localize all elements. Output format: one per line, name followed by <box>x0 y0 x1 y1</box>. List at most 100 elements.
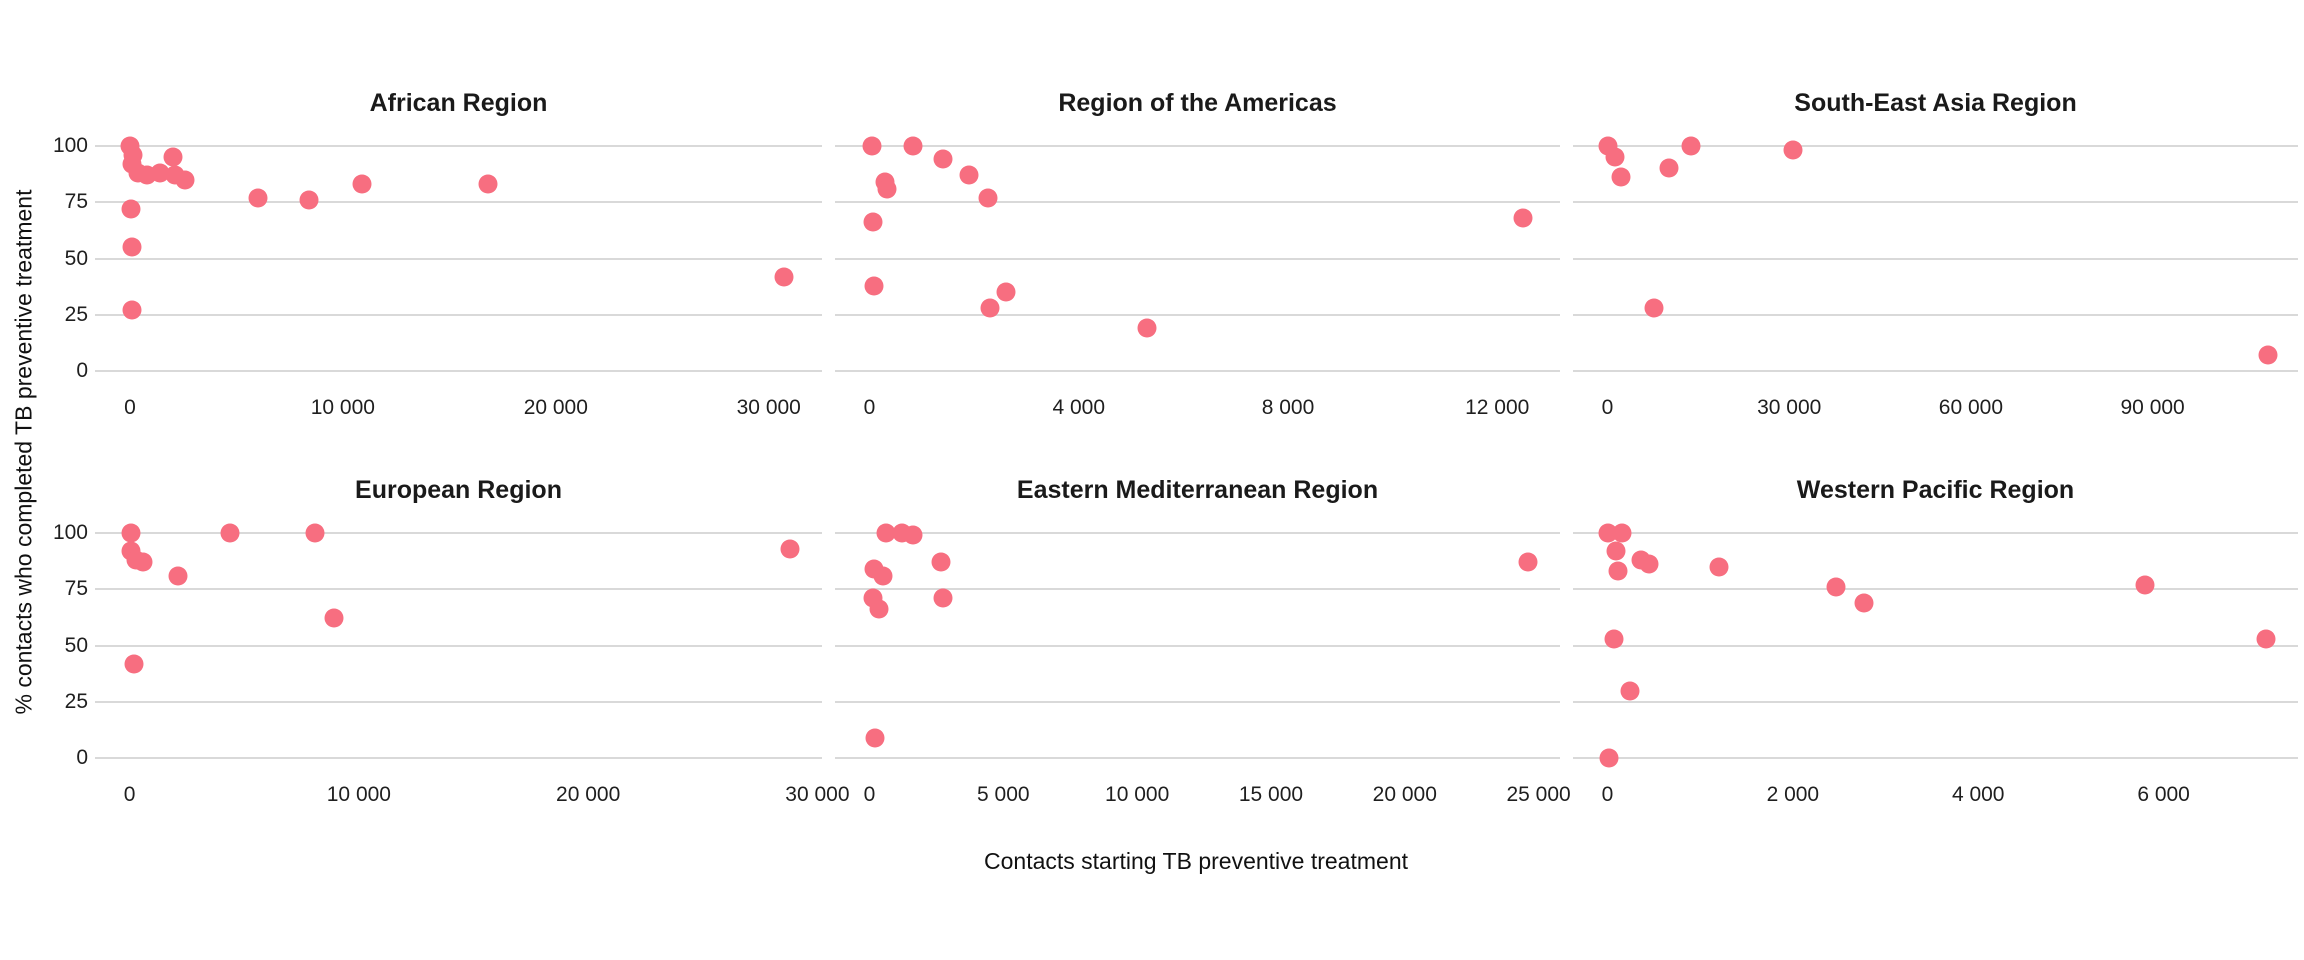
data-point <box>996 282 1016 302</box>
data-point <box>865 728 885 748</box>
data-point <box>931 552 951 572</box>
data-point <box>1608 561 1628 581</box>
data-point <box>1605 147 1625 167</box>
data-point <box>1659 158 1679 178</box>
data-point <box>168 566 188 586</box>
facet-title-european-region: European Region <box>355 476 562 504</box>
facet-panel-region-of-the-americas <box>835 132 1560 385</box>
gridline-y-50 <box>1573 644 2298 647</box>
data-point <box>877 179 897 199</box>
data-point <box>133 552 153 572</box>
gridline-y-0 <box>95 757 822 760</box>
x-tick-label: 0 <box>863 396 876 419</box>
x-tick-label: 10 000 <box>1105 783 1170 806</box>
gridline-y-25 <box>1573 313 2298 316</box>
facet-panel-western-pacific-region <box>1573 519 2298 772</box>
data-point <box>903 136 923 156</box>
gridline-y-0 <box>835 370 1560 373</box>
data-point <box>121 199 141 219</box>
gridline-y-25 <box>835 313 1560 316</box>
facet-title-african-region: African Region <box>369 89 548 117</box>
data-point <box>1783 140 1803 160</box>
y-tick-label: 75 <box>64 577 88 601</box>
gridline-y-50 <box>835 257 1560 260</box>
facet-title-western-pacific-region: Western Pacific Region <box>1796 476 2075 504</box>
y-tick-label: 25 <box>64 689 88 713</box>
gridline-y-50 <box>95 644 822 647</box>
data-point <box>862 136 882 156</box>
gridline-y-100 <box>95 144 822 147</box>
data-point <box>980 298 1000 318</box>
x-tick-label: 20 000 <box>556 783 621 806</box>
data-point <box>2256 629 2276 649</box>
gridline-y-0 <box>95 370 822 373</box>
gridline-y-75 <box>835 201 1560 204</box>
y-tick-label: 0 <box>76 746 88 770</box>
data-point <box>220 523 240 543</box>
x-tick-label: 6 000 <box>2137 783 2190 806</box>
x-tick-label: 2 000 <box>1766 783 1820 806</box>
x-tick-label: 10 000 <box>310 396 375 419</box>
gridline-y-50 <box>95 257 822 260</box>
x-tick-label: 4 000 <box>1951 783 2005 806</box>
gridline-y-100 <box>1573 531 2298 534</box>
data-point <box>1639 554 1659 574</box>
gridline-y-0 <box>835 757 1560 760</box>
data-point <box>352 174 372 194</box>
data-point <box>780 539 800 559</box>
gridline-y-75 <box>1573 588 2298 591</box>
data-point <box>150 163 170 183</box>
facet-title-south-east-asia-region: South-East Asia Region <box>1794 89 2077 117</box>
x-tick-label: 30 000 <box>1757 396 1822 419</box>
gridline-y-100 <box>1573 144 2298 147</box>
data-point <box>1599 748 1619 768</box>
facet-title-eastern-mediterranean-region: Eastern Mediterranean Region <box>1016 476 1379 504</box>
data-point <box>903 525 923 545</box>
data-point <box>869 599 889 619</box>
data-point <box>959 165 979 185</box>
x-tick-label: 12 000 <box>1465 396 1530 419</box>
data-point <box>121 523 141 543</box>
data-point <box>124 654 144 673</box>
y-tick-label: 100 <box>52 520 88 544</box>
data-point <box>1826 577 1846 597</box>
data-point <box>175 170 195 190</box>
y-tick-label: 75 <box>64 190 88 214</box>
data-point <box>1612 523 1632 543</box>
gridline-y-50 <box>1573 257 2298 260</box>
x-tick-label: 90 000 <box>2120 396 2185 419</box>
data-point <box>774 267 794 286</box>
x-tick-label: 0 <box>123 783 136 806</box>
x-tick-label: 20 000 <box>523 396 588 419</box>
gridline-y-75 <box>95 588 822 591</box>
x-tick-label: 4 000 <box>1052 396 1106 419</box>
gridline-y-75 <box>95 201 822 204</box>
x-tick-label: 0 <box>1601 783 1614 806</box>
data-point <box>864 276 884 295</box>
gridline-y-100 <box>835 531 1560 534</box>
x-tick-label: 25 000 <box>1506 783 1571 806</box>
facet-panel-african-region <box>95 132 822 385</box>
data-point <box>1518 552 1538 572</box>
data-point <box>1620 681 1640 701</box>
x-axis-title: Contacts starting TB preventive treatmen… <box>984 848 1408 874</box>
data-point <box>873 566 893 586</box>
gridline-y-0 <box>1573 757 2298 760</box>
y-tick-label: 100 <box>52 133 88 157</box>
gridline-y-25 <box>95 700 822 703</box>
data-point <box>1709 557 1729 577</box>
data-point <box>978 188 998 208</box>
x-tick-label: 30 000 <box>736 396 801 419</box>
x-tick-label: 5 000 <box>977 783 1030 806</box>
data-point <box>478 174 498 194</box>
data-point <box>2258 345 2278 365</box>
data-point <box>324 608 344 628</box>
x-tick-label: 0 <box>1601 396 1614 419</box>
data-point <box>248 188 268 208</box>
data-point <box>1513 208 1533 228</box>
facet-panel-eastern-mediterranean-region <box>835 519 1560 772</box>
x-tick-label: 30 000 <box>785 783 850 806</box>
data-point <box>305 523 325 543</box>
data-point <box>1854 593 1874 613</box>
